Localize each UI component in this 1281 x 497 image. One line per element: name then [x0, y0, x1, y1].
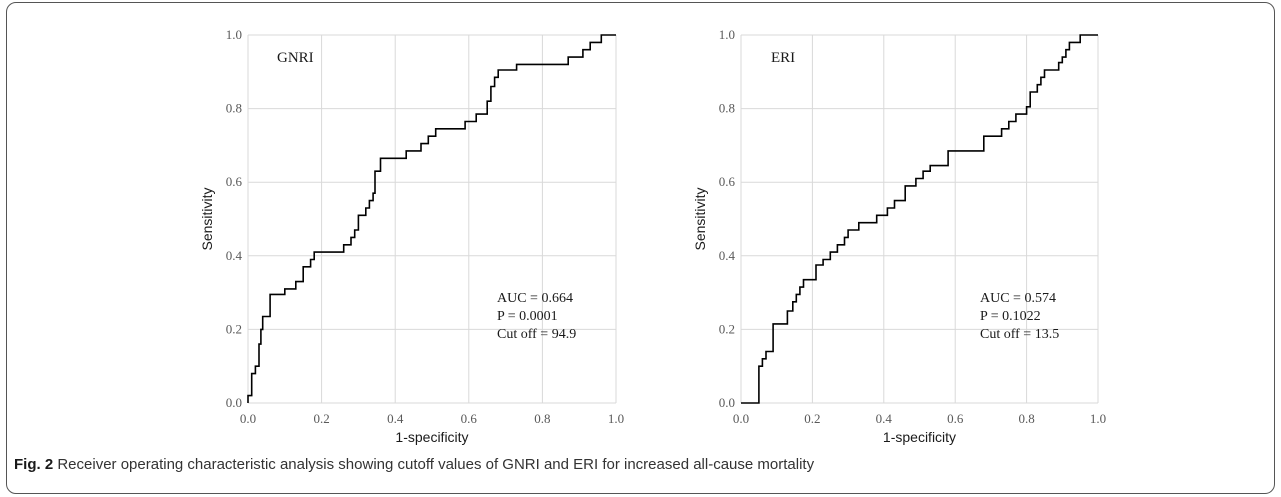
stat-annotation: AUC = 0.664 — [497, 291, 573, 306]
roc-curve-line — [247, 34, 616, 403]
y-tick-label: 0.0 — [226, 395, 242, 410]
x-axis-title: 1-specificity — [883, 429, 956, 445]
x-tick-label: 0.4 — [876, 411, 893, 426]
y-tick-label: 0.8 — [719, 101, 735, 116]
stat-annotation: Cut off = 13.5 — [980, 327, 1059, 342]
y-axis-title: Sensitivity — [199, 187, 215, 250]
stat-annotation: AUC = 0.574 — [980, 291, 1056, 306]
stat-annotation: Cut off = 94.9 — [497, 327, 576, 342]
caption-text: Receiver operating characteristic analys… — [57, 456, 815, 473]
y-tick-label: 0.2 — [226, 321, 242, 336]
y-tick-label: 1.0 — [719, 27, 735, 42]
x-tick-label: 0.8 — [1018, 411, 1034, 426]
stat-annotation: P = 0.0001 — [497, 309, 558, 324]
panel-title: GNRI — [277, 50, 314, 66]
figure-frame — [6, 2, 1275, 494]
roc-curve-line — [741, 34, 1098, 404]
y-axis-title: Sensitivity — [692, 187, 708, 250]
roc-panel-gnri: 0.0 0.2 0.4 0.6 0.8 1.0 0.0 0.2 0.4 0.6 0.8 1.0 1-sp… — [199, 27, 624, 445]
y-tick-label: 0.8 — [226, 101, 242, 116]
y-tick-label: 0.4 — [719, 248, 736, 263]
roc-panel-eri: 0.0 0.2 0.4 0.6 0.8 1.0 0.0 0.2 0.4 0.6 0.8 1.0 1-sp… — [692, 27, 1106, 445]
x-tick-label: 1.0 — [1090, 411, 1106, 426]
x-tick-label: 0.8 — [534, 411, 550, 426]
x-tick-label: 0.6 — [461, 411, 478, 426]
x-tick-label: 1.0 — [608, 411, 624, 426]
y-tick-label: 0.2 — [719, 321, 735, 336]
stat-annotation: P = 0.1022 — [980, 309, 1041, 324]
x-tick-label: 0.0 — [240, 411, 256, 426]
caption-label: Fig. 2 — [14, 456, 54, 473]
x-tick-label: 0.2 — [313, 411, 329, 426]
panel-title: ERI — [771, 50, 795, 66]
x-tick-label: 0.4 — [387, 411, 404, 426]
y-tick-label: 0.0 — [719, 395, 735, 410]
x-axis-title: 1-specificity — [395, 429, 468, 445]
y-tick-label: 1.0 — [226, 27, 242, 42]
figure-caption: Fig. 2 Receiver operating characteristic… — [14, 456, 814, 473]
x-tick-label: 0.2 — [804, 411, 820, 426]
y-tick-label: 0.6 — [719, 174, 736, 189]
y-tick-label: 0.4 — [226, 248, 243, 263]
y-tick-label: 0.6 — [226, 174, 243, 189]
x-tick-label: 0.0 — [733, 411, 749, 426]
x-tick-label: 0.6 — [947, 411, 964, 426]
